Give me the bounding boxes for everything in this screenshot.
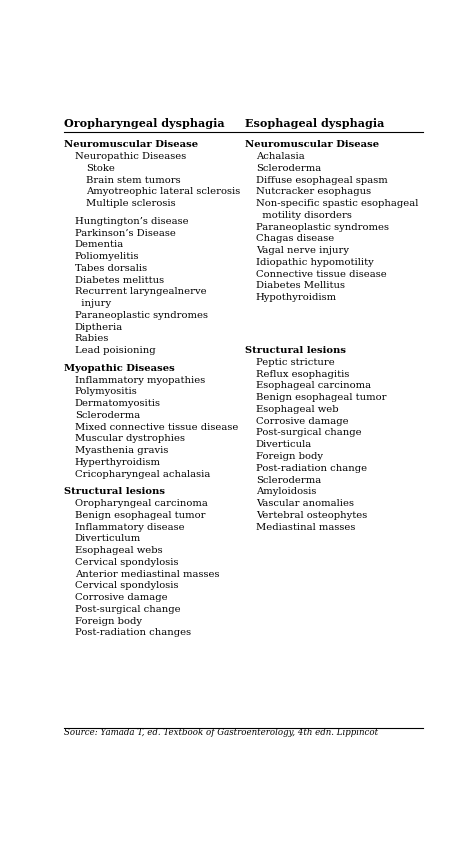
Text: Parkinson’s Disease: Parkinson’s Disease (75, 229, 175, 237)
Text: Scleroderma: Scleroderma (75, 411, 140, 419)
Text: Rabies: Rabies (75, 334, 109, 344)
Text: Paraneoplastic syndromes: Paraneoplastic syndromes (256, 223, 389, 231)
Text: Cervical spondylosis: Cervical spondylosis (75, 558, 178, 567)
Text: Cricopharyngeal achalasia: Cricopharyngeal achalasia (75, 469, 210, 479)
Text: Paraneoplastic syndromes: Paraneoplastic syndromes (75, 311, 208, 320)
Text: Structural lesions: Structural lesions (245, 346, 346, 355)
Text: Achalasia: Achalasia (256, 152, 304, 161)
Text: Esophageal web: Esophageal web (256, 405, 338, 414)
Text: Hyperthyroidism: Hyperthyroidism (75, 458, 161, 467)
Text: Mediastinal masses: Mediastinal masses (256, 522, 355, 532)
Text: Diabetes melittus: Diabetes melittus (75, 275, 164, 284)
Text: Amyloidosis: Amyloidosis (256, 487, 316, 496)
Text: Foreign body: Foreign body (256, 452, 323, 461)
Text: Source: Yamada T, ed. Textbook of Gastroenterology, 4th edn. Lippincot: Source: Yamada T, ed. Textbook of Gastro… (64, 728, 378, 737)
Text: Cervical spondylosis: Cervical spondylosis (75, 582, 178, 591)
Text: Peptic stricture: Peptic stricture (256, 358, 335, 367)
Text: Post-radiation changes: Post-radiation changes (75, 629, 191, 637)
Text: Hungtington’s disease: Hungtington’s disease (75, 217, 188, 225)
Text: Muscular dystrophies: Muscular dystrophies (75, 435, 185, 443)
Text: Esophageal webs: Esophageal webs (75, 546, 162, 555)
Text: Foreign body: Foreign body (75, 617, 142, 625)
Text: Multiple sclerosis: Multiple sclerosis (86, 199, 175, 208)
Text: Diabetes Mellitus: Diabetes Mellitus (256, 281, 345, 290)
Text: Myopathic Diseases: Myopathic Diseases (64, 364, 174, 373)
Text: Brain stem tumors: Brain stem tumors (86, 176, 180, 185)
Text: Oropharyngeal dysphagia: Oropharyngeal dysphagia (64, 117, 224, 128)
Text: Diverticulum: Diverticulum (75, 534, 141, 544)
Text: Corrosive damage: Corrosive damage (75, 593, 167, 602)
Text: Inflammatory disease: Inflammatory disease (75, 522, 184, 532)
Text: Post-surgical change: Post-surgical change (256, 429, 361, 437)
Text: Recurrent laryngealnerve: Recurrent laryngealnerve (75, 287, 206, 296)
Text: Inflammatory myopathies: Inflammatory myopathies (75, 376, 205, 385)
Text: Benign esophageal tumor: Benign esophageal tumor (75, 511, 205, 520)
Text: Nutcracker esophagus: Nutcracker esophagus (256, 187, 371, 197)
Text: Diptheria: Diptheria (75, 322, 123, 332)
Text: Chagas disease: Chagas disease (256, 235, 334, 243)
Text: Polymyositis: Polymyositis (75, 387, 137, 397)
Text: Oropharyngeal carcinoma: Oropharyngeal carcinoma (75, 499, 208, 508)
Text: Diffuse esophageal spasm: Diffuse esophageal spasm (256, 176, 388, 185)
Text: Connective tissue disease: Connective tissue disease (256, 270, 386, 279)
Text: Structural lesions: Structural lesions (64, 487, 164, 496)
Text: Reflux esophagitis: Reflux esophagitis (256, 370, 349, 379)
Text: Diverticula: Diverticula (256, 441, 312, 449)
Text: Neuromuscular Disease: Neuromuscular Disease (245, 140, 379, 149)
Text: Vertebral osteophytes: Vertebral osteophytes (256, 511, 367, 520)
Text: Anterior mediastinal masses: Anterior mediastinal masses (75, 570, 219, 579)
Text: Scleroderma: Scleroderma (256, 164, 321, 173)
Text: Hypothyroidism: Hypothyroidism (256, 293, 337, 302)
Text: Dermatomyositis: Dermatomyositis (75, 399, 161, 408)
Text: Post-radiation change: Post-radiation change (256, 464, 367, 473)
Text: Corrosive damage: Corrosive damage (256, 417, 348, 425)
Text: Poliomyelitis: Poliomyelitis (75, 252, 139, 261)
Text: Esophageal carcinoma: Esophageal carcinoma (256, 381, 371, 391)
Text: Mixed connective tissue disease: Mixed connective tissue disease (75, 423, 238, 431)
Text: Scleroderma: Scleroderma (256, 475, 321, 484)
Text: Esophageal dysphagia: Esophageal dysphagia (245, 117, 384, 128)
Text: Tabes dorsalis: Tabes dorsalis (75, 264, 147, 273)
Text: Benign esophageal tumor: Benign esophageal tumor (256, 393, 386, 403)
Text: Vagal nerve injury: Vagal nerve injury (256, 246, 349, 255)
Text: Idiopathic hypomotility: Idiopathic hypomotility (256, 258, 374, 267)
Text: Vascular anomalies: Vascular anomalies (256, 499, 354, 508)
Text: Dementia: Dementia (75, 241, 124, 249)
Text: Stoke: Stoke (86, 164, 115, 173)
Text: Myasthenia gravis: Myasthenia gravis (75, 446, 168, 455)
Text: injury: injury (75, 299, 111, 308)
Text: Post-surgical change: Post-surgical change (75, 605, 180, 614)
Text: Non-specific spastic esophageal: Non-specific spastic esophageal (256, 199, 418, 208)
Text: Lead poisioning: Lead poisioning (75, 346, 155, 355)
Text: motility disorders: motility disorders (256, 211, 352, 219)
Text: Amyotreophic lateral sclerosis: Amyotreophic lateral sclerosis (86, 187, 240, 197)
Text: Neuromuscular Disease: Neuromuscular Disease (64, 140, 198, 149)
Text: Neuropathic Diseases: Neuropathic Diseases (75, 152, 186, 161)
